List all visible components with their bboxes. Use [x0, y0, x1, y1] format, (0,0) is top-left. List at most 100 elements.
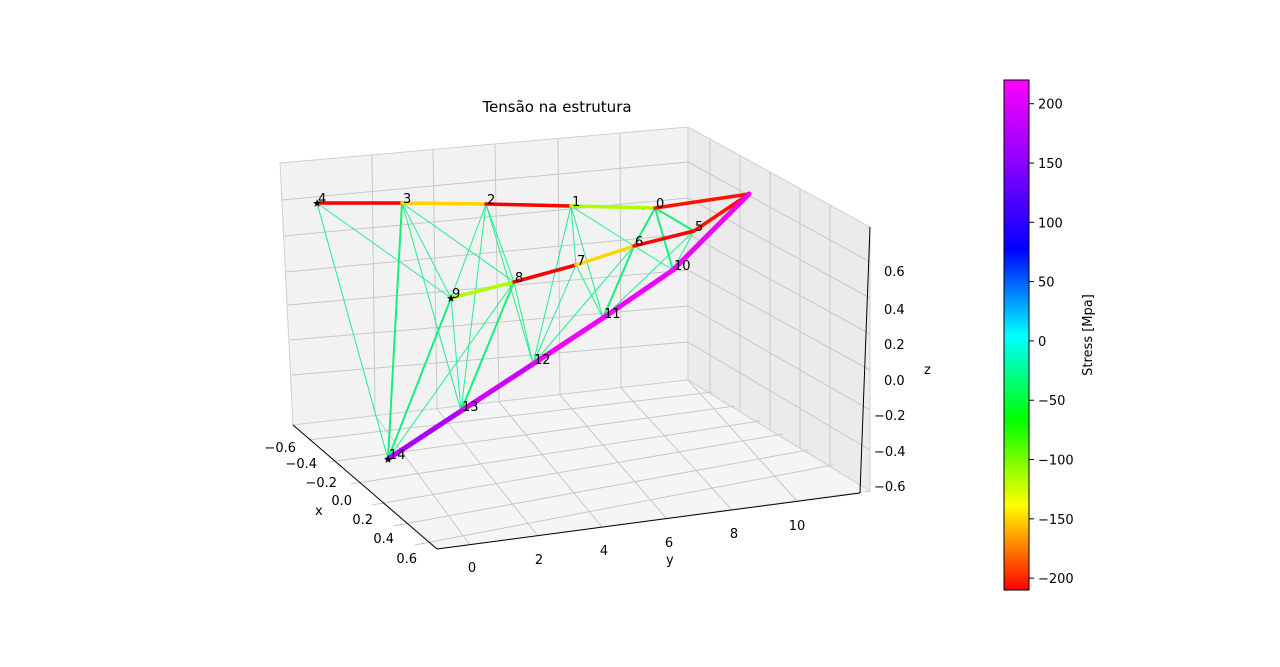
node-label: 12	[534, 353, 551, 368]
axis-edges	[292, 226, 871, 550]
colorbar-gradient	[1003, 79, 1030, 591]
colorbar-tick-label: 0	[1038, 335, 1046, 350]
support-marker: ★	[446, 292, 456, 305]
y-tick: 8	[730, 527, 738, 542]
node-label: 7	[577, 254, 585, 269]
chord-member	[458, 361, 536, 414]
bracing-member	[485, 203, 515, 283]
chord-member	[600, 267, 676, 321]
bracing-member	[633, 245, 674, 271]
z-axis-line	[859, 226, 871, 494]
colorbar-tick-label: 150	[1038, 157, 1063, 172]
chord-member	[569, 204, 657, 210]
colorbar-tick-label: 200	[1038, 98, 1063, 113]
colorbar-ticks: 200 150 100 50 0 −50 −100 −150 −200	[1029, 98, 1074, 587]
colorbar-tick-label: −100	[1038, 454, 1074, 469]
bracing-member	[575, 264, 604, 319]
z-tick: 0.6	[884, 265, 905, 280]
z-tick: −0.2	[874, 409, 906, 424]
chord-members	[315, 191, 752, 462]
z-tick: 0.2	[884, 338, 905, 353]
bracing-member	[450, 297, 462, 412]
chart-title: Tensão na estrutura	[481, 98, 631, 116]
z-tick-labels: −0.6 −0.4 −0.2 0.0 0.2 0.4 0.6	[874, 265, 906, 495]
node-label: 8	[515, 271, 523, 286]
web-member	[602, 245, 635, 319]
x-tick-labels: −0.6 −0.4 −0.2 0.0 0.2 0.4 0.6	[264, 441, 417, 567]
colorbar-tick-label: −200	[1038, 572, 1074, 587]
bracing-member	[401, 202, 515, 283]
grid-lines	[281, 132, 871, 546]
colorbar-tick-label: −50	[1038, 394, 1065, 409]
bracing-member	[450, 203, 487, 299]
chord-member	[530, 315, 606, 367]
node-label: 5	[695, 220, 703, 235]
colorbar-tick-label: 50	[1038, 276, 1055, 291]
web-member	[633, 207, 656, 247]
bracing-member	[316, 202, 452, 299]
node-label: 3	[403, 192, 411, 207]
y-tick: 6	[665, 536, 673, 551]
node-label: 2	[487, 193, 495, 208]
bracing-member	[532, 264, 577, 365]
bracing-member	[513, 281, 534, 365]
node-label: 1	[572, 195, 580, 210]
z-tick: 0.0	[884, 374, 905, 389]
x-tick: −0.2	[305, 476, 337, 491]
node-label: 13	[462, 400, 479, 415]
bracing-member	[387, 281, 515, 460]
x-tick: 0.4	[373, 532, 394, 547]
web-member	[387, 297, 452, 460]
x-tick: −0.4	[285, 457, 317, 472]
bracing-member	[401, 202, 462, 412]
web-member	[387, 202, 403, 460]
z-tick: −0.6	[874, 480, 906, 495]
chord-member	[400, 201, 488, 206]
y-axis-line	[436, 492, 861, 550]
web-member	[654, 207, 695, 232]
y-tick: 0	[468, 561, 476, 576]
z-tick: −0.4	[874, 445, 906, 460]
x-axis-line	[292, 424, 438, 550]
y-axis-label: y	[666, 553, 674, 568]
colorbar-label: Stress [Mpa]	[1081, 294, 1096, 376]
x-axis-label: x	[315, 504, 323, 519]
chord-member	[512, 263, 578, 284]
node-label: 14	[389, 448, 406, 463]
y-tick: 4	[600, 544, 608, 559]
chord-member	[574, 244, 636, 267]
node-label: 9	[452, 287, 460, 302]
y-tick: 2	[535, 553, 543, 568]
web-member	[460, 281, 515, 412]
y-tick-labels: 0 2 4 6 8 10	[468, 519, 805, 576]
z-axis-label: z	[924, 363, 931, 378]
chord-member	[449, 280, 516, 300]
bracing-member	[460, 203, 487, 412]
x-tick: 0.0	[331, 494, 352, 509]
bracing-member	[532, 245, 635, 365]
chord-member	[385, 408, 464, 462]
x-tick: −0.6	[264, 441, 296, 456]
bracing-member	[316, 202, 389, 460]
support-marker: ★	[312, 197, 322, 210]
support-marker: ★	[383, 453, 393, 466]
y-tick: 10	[789, 519, 806, 534]
bracing-member	[570, 205, 635, 247]
colorbar: 200 150 100 50 0 −50 −100 −150 −200 Stress [Mpa]	[1003, 79, 1096, 591]
node-label: 4	[318, 192, 326, 207]
colorbar-tick-label: −150	[1038, 513, 1074, 528]
bracing-member	[532, 205, 572, 365]
colorbar-tick-label: 100	[1038, 216, 1063, 231]
chord-member	[484, 202, 573, 208]
thin-members	[316, 202, 695, 460]
node-label: 11	[604, 307, 621, 322]
bracing-member	[570, 205, 577, 266]
chord-member	[653, 192, 751, 210]
node-label: 0	[656, 197, 664, 212]
x-tick: 0.2	[352, 513, 373, 528]
back-pane	[279, 126, 689, 426]
chord-member	[670, 191, 752, 273]
